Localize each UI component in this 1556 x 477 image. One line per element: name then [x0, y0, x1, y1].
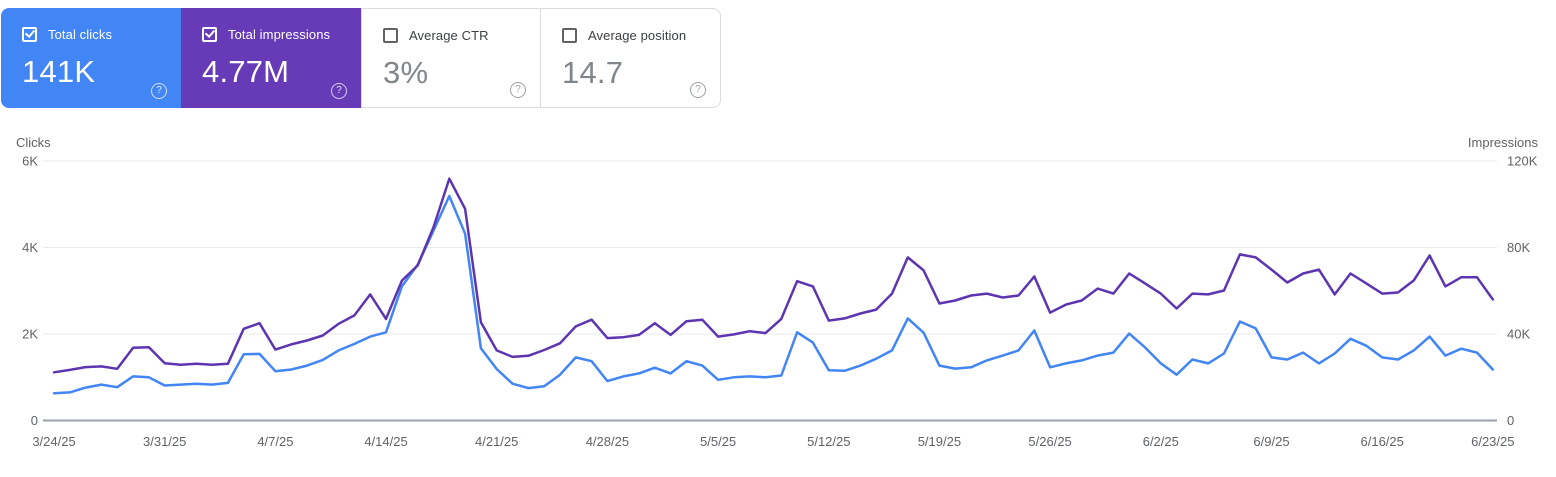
average-position-checkbox[interactable]: [562, 28, 577, 43]
average-ctr-label: Average CTR: [409, 28, 489, 43]
x-axis-date-label: 5/12/25: [807, 434, 850, 449]
average-position-card[interactable]: Average position 14.7 ?: [541, 8, 721, 108]
x-axis-date-label: 5/5/25: [700, 434, 736, 449]
left-axis-tick-label: 0: [31, 413, 38, 428]
help-icon[interactable]: ?: [331, 83, 347, 99]
average-ctr-value: 3%: [383, 55, 429, 90]
x-axis-date-label: 4/7/25: [257, 434, 293, 449]
right-axis-title: Impressions: [1468, 135, 1539, 150]
average-position-label: Average position: [588, 28, 687, 43]
x-axis-date-label: 4/28/25: [586, 434, 629, 449]
total-impressions-header: Total impressions: [202, 27, 361, 42]
impressions-line: [52, 177, 1495, 374]
left-axis-tick-label: 2K: [22, 327, 38, 342]
x-axis-date-label: 6/16/25: [1361, 434, 1404, 449]
total-impressions-label: Total impressions: [228, 27, 331, 42]
right-axis-tick-label: 0: [1507, 413, 1514, 428]
left-axis-tick-label: 4K: [22, 240, 38, 255]
x-axis-date-label: 3/31/25: [143, 434, 186, 449]
x-axis-date-label: 6/2/25: [1143, 434, 1179, 449]
total-clicks-checkbox[interactable]: [22, 27, 37, 42]
left-axis-title: Clicks: [16, 135, 51, 150]
clicks-line: [52, 194, 1495, 395]
x-axis-date-label: 5/26/25: [1028, 434, 1071, 449]
total-impressions-checkbox[interactable]: [202, 27, 217, 42]
help-icon[interactable]: ?: [510, 82, 526, 98]
help-icon[interactable]: ?: [151, 83, 167, 99]
total-clicks-label: Total clicks: [48, 27, 113, 42]
average-position-value: 14.7: [562, 55, 624, 90]
metric-cards: Total clicks 141K ? Total impressions 4.…: [1, 8, 721, 108]
right-axis-tick-label: 80K: [1507, 240, 1530, 255]
average-ctr-header: Average CTR: [383, 28, 540, 43]
help-icon[interactable]: ?: [690, 82, 706, 98]
x-axis-date-label: 5/19/25: [918, 434, 961, 449]
x-axis-date-label: 6/9/25: [1253, 434, 1289, 449]
average-ctr-card[interactable]: Average CTR 3% ?: [361, 8, 541, 108]
total-clicks-card[interactable]: Total clicks 141K ?: [1, 8, 181, 108]
x-axis-date-label: 3/24/25: [32, 434, 75, 449]
x-axis-date-label: 6/23/25: [1471, 434, 1514, 449]
x-axis-date-label: 4/21/25: [475, 434, 518, 449]
total-clicks-value: 141K: [22, 54, 96, 89]
total-impressions-value: 4.77M: [202, 54, 290, 89]
total-impressions-card[interactable]: Total impressions 4.77M ?: [181, 8, 361, 108]
right-axis-tick-label: 40K: [1507, 327, 1530, 342]
left-axis-tick-label: 6K: [22, 154, 38, 169]
right-axis-tick-label: 120K: [1507, 154, 1538, 169]
total-clicks-header: Total clicks: [22, 27, 181, 42]
average-position-header: Average position: [562, 28, 720, 43]
x-axis-date-label: 4/14/25: [364, 434, 407, 449]
average-ctr-checkbox[interactable]: [383, 28, 398, 43]
